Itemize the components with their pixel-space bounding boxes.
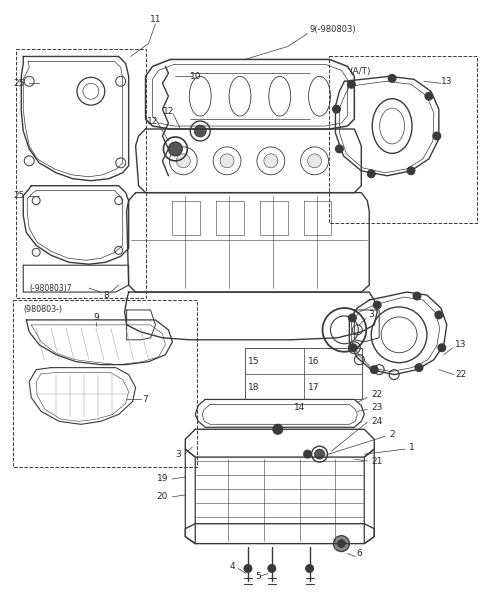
Text: 11: 11 — [150, 15, 161, 24]
Circle shape — [370, 365, 378, 373]
Circle shape — [194, 125, 206, 137]
Text: 14: 14 — [294, 403, 305, 412]
Circle shape — [373, 301, 381, 309]
Text: 22: 22 — [455, 370, 467, 379]
Circle shape — [433, 132, 441, 140]
Circle shape — [367, 170, 375, 178]
Circle shape — [308, 154, 322, 168]
Text: 12: 12 — [163, 107, 174, 116]
Circle shape — [220, 154, 234, 168]
Circle shape — [306, 564, 313, 572]
Text: 7: 7 — [143, 395, 148, 404]
Text: 4: 4 — [229, 562, 235, 571]
Text: 13: 13 — [441, 77, 453, 86]
Text: 23: 23 — [371, 403, 383, 412]
Circle shape — [273, 425, 283, 434]
Bar — [13, 300, 197, 467]
Text: 21: 21 — [371, 457, 383, 465]
Circle shape — [425, 92, 433, 100]
Text: (-980803)7: (-980803)7 — [29, 284, 72, 293]
Circle shape — [413, 292, 421, 300]
Circle shape — [415, 364, 423, 371]
Circle shape — [168, 142, 182, 156]
Circle shape — [314, 449, 324, 459]
Circle shape — [244, 564, 252, 572]
Circle shape — [336, 145, 343, 153]
Circle shape — [349, 344, 357, 352]
Text: 12: 12 — [147, 117, 158, 126]
Bar — [245, 348, 362, 400]
Text: 16: 16 — [308, 357, 319, 366]
Text: 17: 17 — [308, 383, 319, 392]
Text: (A/T): (A/T) — [349, 67, 371, 76]
Text: (980803-): (980803-) — [23, 306, 62, 315]
Circle shape — [333, 105, 340, 113]
Circle shape — [388, 74, 396, 82]
Text: 20: 20 — [157, 492, 168, 501]
Circle shape — [337, 540, 346, 548]
Text: 8: 8 — [103, 290, 108, 300]
Bar — [16, 49, 145, 298]
Text: 24: 24 — [371, 417, 383, 426]
Text: 9: 9 — [93, 314, 99, 323]
Circle shape — [268, 564, 276, 572]
Text: 10: 10 — [190, 72, 201, 81]
Text: 9(-980803): 9(-980803) — [310, 25, 356, 34]
Text: 3: 3 — [368, 310, 374, 320]
Circle shape — [348, 81, 355, 88]
Text: 15: 15 — [248, 357, 260, 366]
Text: 1: 1 — [409, 443, 415, 451]
Text: 13: 13 — [455, 340, 467, 350]
Circle shape — [334, 536, 349, 551]
Circle shape — [407, 167, 415, 174]
Circle shape — [438, 344, 446, 352]
Circle shape — [176, 154, 190, 168]
Text: 25: 25 — [13, 79, 25, 88]
Text: 18: 18 — [248, 383, 260, 392]
Text: 19: 19 — [156, 475, 168, 484]
Text: 2: 2 — [389, 430, 395, 439]
Circle shape — [435, 311, 443, 319]
Circle shape — [304, 450, 312, 458]
Bar — [329, 57, 477, 223]
Text: 22: 22 — [371, 390, 383, 399]
Circle shape — [348, 314, 356, 322]
Text: 6: 6 — [357, 549, 362, 558]
Text: 25: 25 — [13, 191, 25, 200]
Text: 3: 3 — [176, 450, 181, 459]
Circle shape — [264, 154, 278, 168]
Text: 5: 5 — [255, 572, 261, 581]
